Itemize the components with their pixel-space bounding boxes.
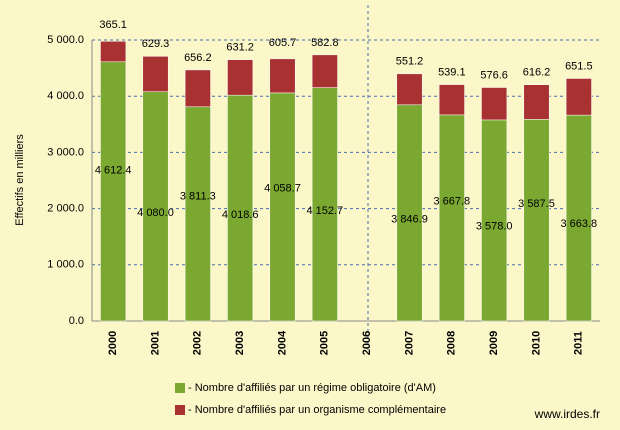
value-label: 4 152.7 bbox=[306, 205, 343, 217]
x-tick-label: 2001 bbox=[149, 331, 161, 355]
value-label: 651.5 bbox=[565, 60, 593, 72]
bar-segment bbox=[142, 56, 169, 92]
bar-segment bbox=[481, 119, 508, 322]
bar-segment bbox=[184, 69, 211, 108]
value-label: 631.2 bbox=[226, 42, 254, 54]
x-tick-label: 2004 bbox=[276, 330, 288, 355]
bar-segment bbox=[481, 87, 508, 121]
value-label: 3 811.3 bbox=[180, 191, 216, 203]
bar-segment bbox=[184, 106, 211, 322]
value-label: 3 846.9 bbox=[391, 213, 428, 225]
legend-swatch bbox=[175, 405, 185, 415]
value-label: 3 578.0 bbox=[476, 220, 513, 232]
value-label: 616.2 bbox=[523, 67, 551, 79]
bar-segment bbox=[269, 92, 296, 322]
bar-segment bbox=[311, 87, 338, 322]
y-tick-label: 1 000.0 bbox=[47, 259, 84, 271]
source: www.irdes.fr bbox=[534, 407, 600, 421]
y-tick-label: 4 000.0 bbox=[47, 90, 84, 102]
value-label: 365.1 bbox=[99, 19, 127, 31]
legend-label: - Nombre d'affiliés par un régime obliga… bbox=[188, 382, 436, 394]
value-label: 656.2 bbox=[184, 52, 212, 64]
value-label: 4 058.7 bbox=[264, 183, 301, 195]
bar-segment bbox=[227, 59, 254, 96]
legend-swatch bbox=[175, 383, 185, 393]
x-tick-label: 2008 bbox=[446, 331, 458, 355]
x-tick-label: 2010 bbox=[530, 331, 542, 355]
value-label: 582.8 bbox=[311, 37, 339, 49]
x-tick-label: 2000 bbox=[107, 331, 119, 355]
bar-segment bbox=[396, 104, 423, 322]
x-tick-label: 2002 bbox=[192, 331, 204, 355]
value-label: 551.2 bbox=[396, 56, 424, 68]
y-tick-label: 3 000.0 bbox=[47, 146, 84, 158]
bar-segment bbox=[523, 84, 550, 120]
bar-segment bbox=[438, 114, 465, 322]
bar-segment bbox=[523, 119, 550, 322]
value-label: 539.1 bbox=[438, 66, 466, 78]
bar-segment bbox=[100, 61, 127, 322]
y-axis-label: Effectifs en milliers bbox=[14, 134, 26, 226]
x-tick-label: 2009 bbox=[488, 331, 500, 355]
x-tick-label: 2006 bbox=[361, 331, 373, 355]
y-tick-label: 0.0 bbox=[69, 315, 84, 327]
bar-segment bbox=[100, 41, 127, 63]
y-tick-label: 2 000.0 bbox=[47, 203, 84, 215]
value-label: 3 663.8 bbox=[560, 218, 597, 230]
x-tick-label: 2005 bbox=[319, 331, 331, 355]
value-label: 3 667.8 bbox=[433, 195, 470, 207]
value-label: 629.3 bbox=[142, 38, 170, 50]
x-tick-label: 2003 bbox=[234, 331, 246, 355]
bar-segment bbox=[269, 58, 296, 94]
value-label: 4 612.4 bbox=[95, 165, 132, 177]
bar-segment bbox=[311, 54, 338, 88]
value-label: 576.6 bbox=[480, 69, 508, 81]
legend-label: - Nombre d'affiliés par un organisme com… bbox=[188, 404, 446, 416]
bar-segment bbox=[142, 91, 169, 322]
value-label: 605.7 bbox=[269, 37, 297, 49]
y-tick-label: 5 000.0 bbox=[47, 34, 84, 46]
bar-segment bbox=[565, 114, 592, 322]
bar-segment bbox=[565, 78, 592, 116]
value-label: 4 080.0 bbox=[137, 207, 174, 219]
bar-segment bbox=[438, 84, 465, 116]
bar-segment bbox=[396, 73, 423, 106]
x-tick-label: 2011 bbox=[573, 331, 585, 355]
x-tick-label: 2007 bbox=[403, 331, 415, 355]
value-label: 4 018.6 bbox=[222, 209, 259, 221]
value-label: 3 587.5 bbox=[518, 198, 555, 210]
